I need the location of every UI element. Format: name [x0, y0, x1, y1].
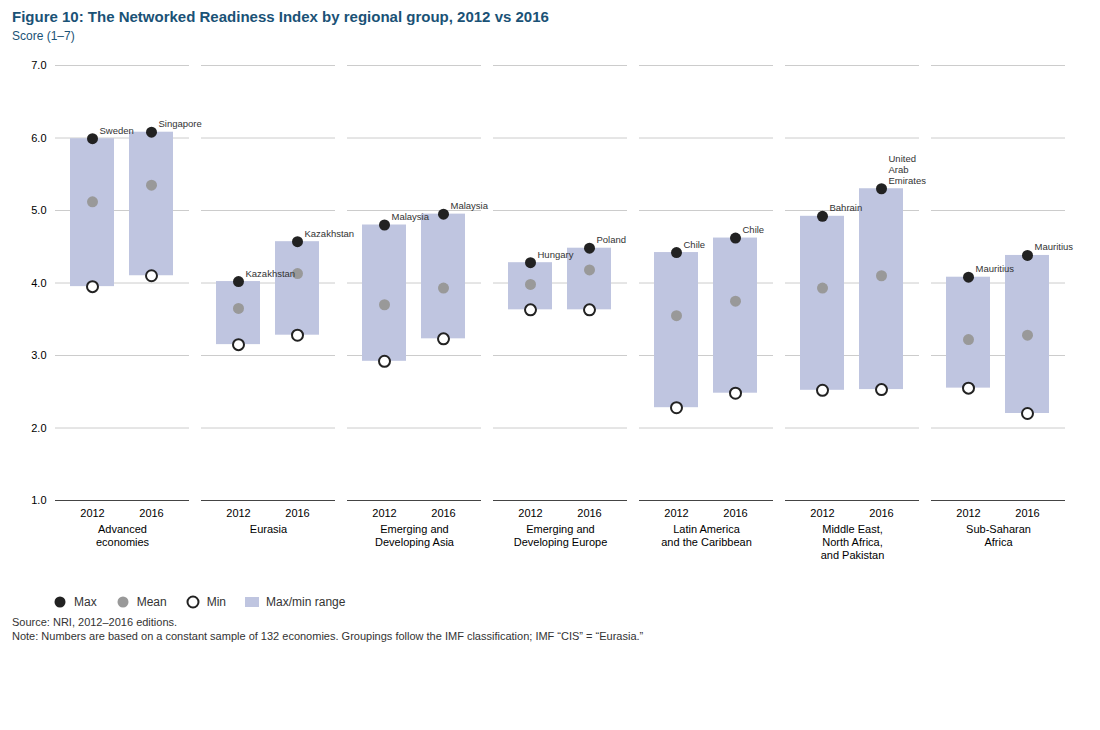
svg-text:2012: 2012 — [226, 507, 250, 519]
svg-text:2016: 2016 — [723, 507, 747, 519]
html-text:Source: NRI, 2012–2016 edition: Source: NRI, 2012–2016 editions. — [12, 616, 178, 628]
svg-text:2012: 2012 — [810, 507, 834, 519]
svg-text:2016: 2016 — [431, 507, 455, 519]
svg-text:Poland: Poland — [597, 234, 627, 245]
svg-text:2016: 2016 — [869, 507, 893, 519]
svg-text:Bahrain: Bahrain — [830, 202, 863, 213]
html-text:Mean: Mean — [136, 595, 167, 609]
svg-text:Advancedeconomies: Advancedeconomies — [96, 523, 150, 548]
svg-text:Kazakhstan: Kazakhstan — [246, 268, 296, 279]
svg-text:6.0: 6.0 — [31, 132, 46, 144]
svg-text:Chile: Chile — [684, 239, 706, 250]
svg-text:Singapore: Singapore — [159, 118, 202, 129]
svg-text:2016: 2016 — [285, 507, 309, 519]
html-text:Max: Max — [74, 595, 97, 609]
svg-text:3.0: 3.0 — [31, 349, 46, 361]
svg-text:2012: 2012 — [664, 507, 688, 519]
html-text:Min: Min — [206, 595, 226, 609]
svg-text:2016: 2016 — [139, 507, 163, 519]
svg-text:Mauritius: Mauritius — [976, 263, 1015, 274]
svg-text:Middle East,North Africa,and P: Middle East,North Africa,and Pakistan — [821, 523, 885, 560]
svg-text:Emerging andDeveloping Asia: Emerging andDeveloping Asia — [375, 523, 455, 548]
svg-text:7.0: 7.0 — [31, 59, 46, 71]
svg-text:2012: 2012 — [518, 507, 542, 519]
svg-text:5.0: 5.0 — [31, 204, 46, 216]
svg-text:2012: 2012 — [956, 507, 980, 519]
svg-text:Hungary: Hungary — [538, 249, 574, 260]
svg-text:UnitedArabEmirates: UnitedArabEmirates — [889, 153, 927, 186]
html-text:Figure 10: The Networked Readi: Figure 10: The Networked Readiness Index… — [12, 8, 549, 25]
svg-text:Mauritius: Mauritius — [1035, 241, 1074, 252]
svg-text:2.0: 2.0 — [31, 422, 46, 434]
svg-text:1.0: 1.0 — [31, 494, 46, 506]
svg-text:Latin Americaand the Caribbean: Latin Americaand the Caribbean — [661, 523, 752, 548]
svg-text:4.0: 4.0 — [31, 277, 46, 289]
html-text:Score (1–7): Score (1–7) — [12, 29, 75, 43]
svg-text:Emerging andDeveloping Europe: Emerging andDeveloping Europe — [514, 523, 608, 548]
svg-text:Malaysia: Malaysia — [451, 200, 489, 211]
svg-text:Kazakhstan: Kazakhstan — [305, 228, 355, 239]
html-text:Max/min range: Max/min range — [266, 595, 346, 609]
svg-text:2012: 2012 — [80, 507, 104, 519]
html-text:Note: Numbers are based on a c: Note: Numbers are based on a constant sa… — [12, 630, 644, 642]
svg-text:Eurasia: Eurasia — [250, 523, 288, 535]
svg-text:Sweden: Sweden — [100, 125, 134, 136]
svg-text:2016: 2016 — [577, 507, 601, 519]
svg-text:Sub-SaharanAfrica: Sub-SaharanAfrica — [966, 523, 1031, 548]
svg-text:2012: 2012 — [372, 507, 396, 519]
svg-text:2016: 2016 — [1015, 507, 1039, 519]
svg-text:Chile: Chile — [743, 224, 765, 235]
svg-text:Malaysia: Malaysia — [392, 211, 430, 222]
